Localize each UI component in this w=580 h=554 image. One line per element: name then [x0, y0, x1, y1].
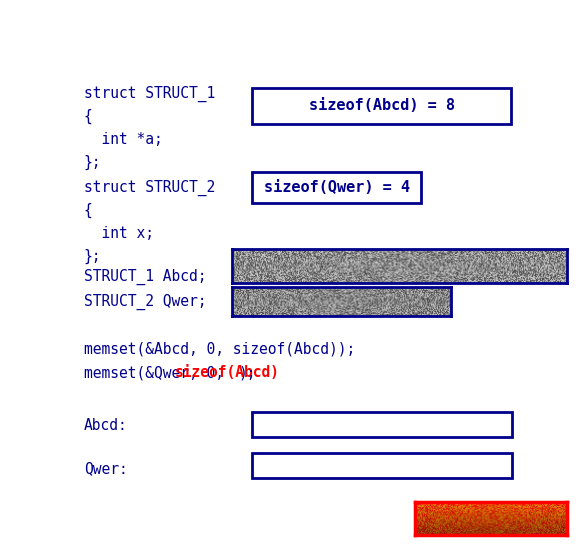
Text: int x;: int x;: [84, 225, 154, 240]
FancyBboxPatch shape: [252, 453, 512, 478]
FancyBboxPatch shape: [252, 412, 512, 437]
Text: };: };: [84, 249, 102, 264]
Text: sizeof(Abcd) = 8: sizeof(Abcd) = 8: [309, 99, 455, 114]
Text: Qwer:: Qwer:: [84, 461, 128, 476]
Text: };: };: [84, 155, 102, 170]
Text: memset(&Qwer, 0,: memset(&Qwer, 0,: [84, 365, 233, 380]
Text: struct STRUCT_1: struct STRUCT_1: [84, 86, 215, 102]
FancyBboxPatch shape: [252, 172, 421, 203]
Text: sizeof(Abcd): sizeof(Abcd): [174, 365, 280, 380]
FancyBboxPatch shape: [252, 88, 511, 124]
Text: STRUCT_1 Abcd;: STRUCT_1 Abcd;: [84, 269, 206, 285]
Text: memset(&Abcd, 0, sizeof(Abcd));: memset(&Abcd, 0, sizeof(Abcd));: [84, 342, 355, 357]
Text: Abcd:: Abcd:: [84, 418, 128, 433]
Text: STRUCT_2 Qwer;: STRUCT_2 Qwer;: [84, 294, 206, 310]
Text: struct STRUCT_2: struct STRUCT_2: [84, 179, 215, 196]
Text: {: {: [84, 203, 92, 218]
Text: );: );: [238, 365, 256, 380]
Text: sizeof(Qwer) = 4: sizeof(Qwer) = 4: [263, 180, 409, 195]
Text: {: {: [84, 109, 92, 124]
Text: int *a;: int *a;: [84, 132, 162, 147]
